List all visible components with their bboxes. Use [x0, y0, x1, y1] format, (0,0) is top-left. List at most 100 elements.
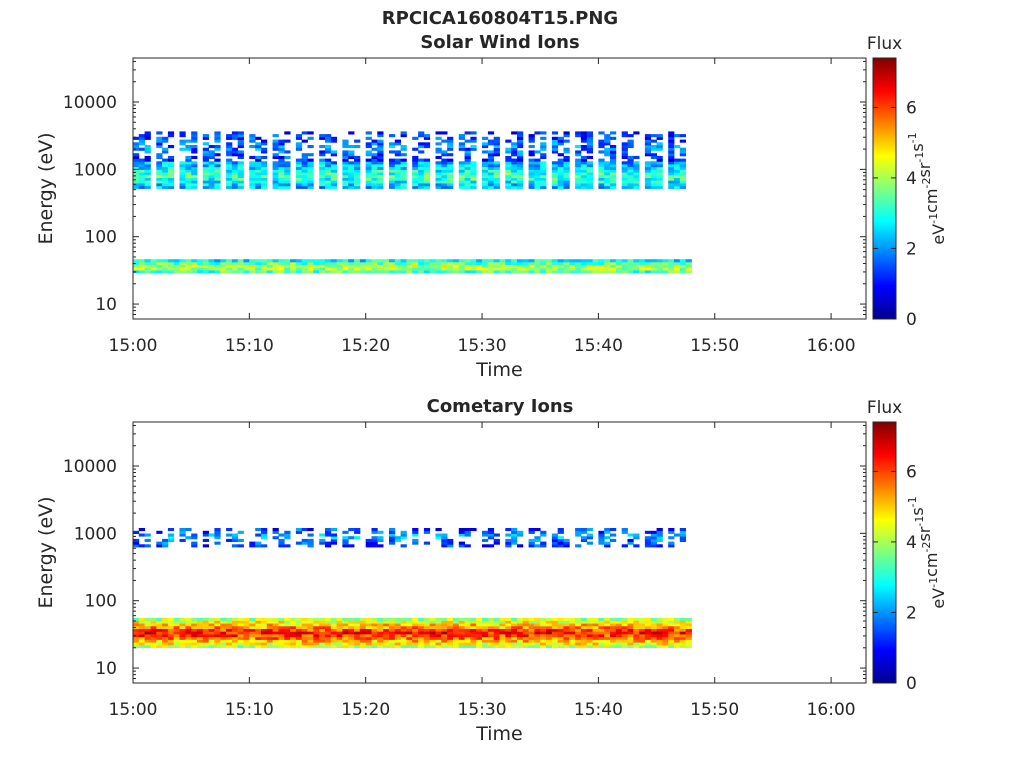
- spectrogram-cell: [511, 541, 518, 545]
- spectrogram-cell: [627, 533, 634, 537]
- spectrogram-cell: [656, 639, 663, 643]
- spectrogram-cell: [464, 259, 471, 263]
- spectrogram-cell: [144, 264, 151, 268]
- spectrogram-cell: [458, 639, 465, 643]
- spectrogram-cell: [191, 174, 198, 178]
- spectrogram-cell: [621, 131, 628, 135]
- spectrogram-cell: [668, 267, 675, 271]
- spectrogram-cell: [674, 166, 681, 170]
- spectrogram-cell: [621, 145, 628, 149]
- spectrogram-cell: [133, 620, 140, 624]
- spectrogram-cell: [278, 533, 285, 537]
- spectrogram-cell: [133, 631, 140, 635]
- spectrogram-cell: [307, 631, 314, 635]
- spectrogram-cell: [261, 625, 268, 629]
- spectrogram-cell: [226, 150, 233, 154]
- spectrogram-cell: [214, 528, 221, 532]
- spectrogram-cell: [325, 636, 332, 640]
- spectrogram-cell: [534, 642, 541, 646]
- spectrogram-cell: [249, 623, 256, 627]
- spectrogram-cell: [621, 623, 628, 627]
- spectrogram-cell: [505, 139, 512, 143]
- spectrogram-cell: [371, 172, 378, 176]
- spectrogram-cell: [476, 617, 483, 621]
- spectrogram-cell: [476, 270, 483, 274]
- spectrogram-cell: [226, 631, 233, 635]
- spectrogram-cell: [226, 169, 233, 173]
- spectrogram-cell: [342, 538, 349, 542]
- spectrogram-cell: [191, 180, 198, 184]
- spectrogram-cell: [644, 139, 652, 143]
- spectrogram-cell: [674, 164, 681, 168]
- spectrogram-cell: [418, 267, 425, 271]
- spectrogram-cell: [458, 623, 465, 627]
- spectrogram-cell: [423, 267, 431, 271]
- spectrogram-cell: [330, 642, 337, 646]
- spectrogram-cell: [214, 536, 221, 540]
- spectrogram-cell: [423, 164, 431, 168]
- spectrogram-cell: [610, 161, 617, 165]
- spectrogram-cell: [464, 639, 471, 643]
- spectrogram-cell: [423, 625, 431, 629]
- spectrogram-cell: [487, 267, 495, 271]
- spectrogram-cell: [685, 625, 692, 629]
- spectrogram-cell: [493, 261, 500, 265]
- spectrogram-cell: [621, 620, 628, 624]
- spectrogram-cell: [319, 164, 326, 168]
- spectrogram-cell: [371, 631, 378, 635]
- spectrogram-cell: [517, 636, 524, 640]
- spectrogram-cell: [557, 174, 564, 178]
- spectrogram-cell: [377, 270, 384, 274]
- spectrogram-cell: [575, 634, 582, 638]
- spectrogram-cell: [656, 530, 663, 534]
- spectrogram-cell: [487, 625, 495, 629]
- spectrogram-cell: [615, 636, 622, 640]
- spectrogram-cell: [261, 639, 268, 643]
- spectrogram-cell: [482, 177, 489, 181]
- spectrogram-cell: [313, 261, 320, 265]
- spectrogram-cell: [586, 270, 593, 274]
- spectrogram-cell: [226, 628, 233, 632]
- spectrogram-cell: [464, 634, 471, 638]
- spectrogram-cell: [400, 636, 407, 640]
- spectrogram-cell: [615, 634, 622, 638]
- spectrogram-cell: [167, 536, 175, 540]
- spectrogram-cell: [389, 530, 396, 534]
- spectrogram-cell: [586, 536, 593, 540]
- spectrogram-cell: [394, 625, 401, 629]
- spectrogram-cell: [627, 644, 634, 648]
- spectrogram-cell: [575, 528, 582, 532]
- spectrogram-cell: [354, 264, 361, 268]
- spectrogram-cell: [255, 164, 262, 168]
- spectrogram-cell: [325, 620, 332, 624]
- spectrogram-cell: [231, 623, 239, 627]
- spectrogram-cell: [429, 261, 436, 265]
- spectrogram-cell: [185, 174, 192, 178]
- spectrogram-cell: [586, 623, 593, 627]
- spectrogram-cell: [255, 169, 262, 173]
- spectrogram-cell: [371, 174, 378, 178]
- spectrogram-cell: [301, 267, 308, 271]
- spectrogram-cell: [365, 544, 372, 548]
- spectrogram-cell: [162, 150, 169, 154]
- spectrogram-cell: [412, 538, 419, 542]
- spectrogram-cell: [255, 161, 262, 165]
- spectrogram-cell: [429, 620, 436, 624]
- spectrogram-cell: [592, 628, 599, 632]
- spectrogram-cell: [319, 617, 326, 621]
- spectrogram-cell: [458, 631, 465, 635]
- spectrogram-cell: [575, 183, 582, 187]
- spectrogram-cell: [586, 183, 593, 187]
- spectrogram-cell: [261, 177, 268, 181]
- spectrogram-cell: [185, 164, 192, 168]
- spectrogram-cell: [674, 644, 681, 648]
- spectrogram-cell: [167, 145, 175, 149]
- spectrogram-cell: [295, 636, 303, 640]
- spectrogram-cell: [610, 155, 617, 159]
- spectrogram-cell: [441, 161, 448, 165]
- spectrogram-cell: [610, 267, 617, 271]
- spectrogram-cell: [458, 530, 465, 534]
- spectrogram-cell: [266, 623, 273, 627]
- spectrogram-cell: [325, 185, 332, 189]
- spectrogram-cell: [150, 625, 157, 629]
